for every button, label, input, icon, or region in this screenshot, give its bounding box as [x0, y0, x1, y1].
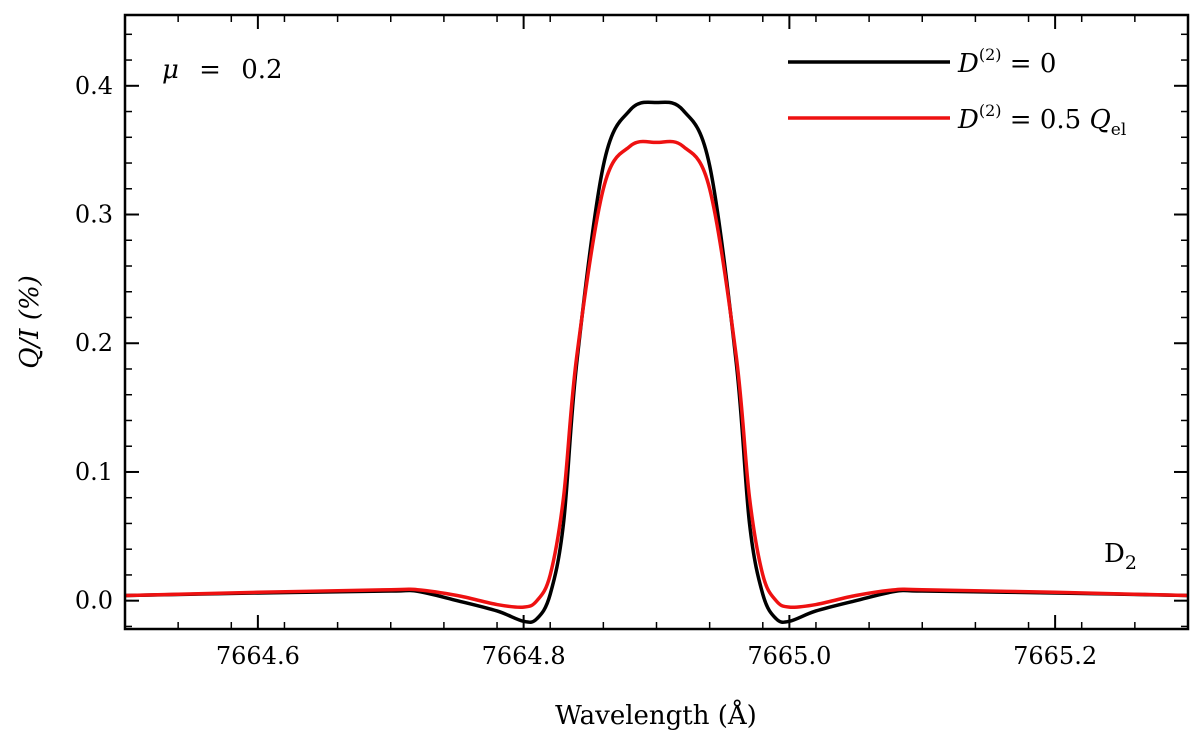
y-tick-label: 0.4: [75, 72, 113, 100]
y-tick-labels: 0.0 0.1 0.2 0.3 0.4: [75, 72, 113, 615]
series-line-2: [124, 139, 1189, 610]
legend: D(2) = 0 D(2) = 0.5 Qel: [788, 45, 1126, 140]
mu-annotation: μ = 0.2: [162, 55, 283, 85]
x-tick-label: 7664.6: [216, 642, 300, 670]
y-tick-label: 0.2: [75, 329, 113, 357]
line-annotation: D2: [1104, 539, 1137, 574]
y-tick-label: 0.0: [75, 587, 113, 615]
series-group: [124, 100, 1189, 624]
plot-area: [123, 13, 1190, 631]
x-axis-label: Wavelength (Å): [555, 699, 757, 731]
major-ticks: [125, 15, 1188, 629]
x-tick-labels: 7664.6 7664.8 7665.0 7665.2: [216, 642, 1097, 670]
y-tick-label: 0.3: [75, 201, 113, 229]
legend-label-series-1: D(2) = 0: [957, 45, 1056, 79]
legend-label-series-2: D(2) = 0.5 Qel: [957, 101, 1126, 140]
series-line-1: [124, 100, 1189, 624]
x-tick-label: 7665.0: [747, 642, 831, 670]
x-tick-label: 7665.2: [1013, 642, 1097, 670]
plot-frame: [123, 13, 1190, 631]
y-tick-label: 0.1: [75, 458, 113, 486]
y-axis-label: Q/I (%): [15, 275, 45, 369]
x-tick-label: 7664.8: [482, 642, 566, 670]
